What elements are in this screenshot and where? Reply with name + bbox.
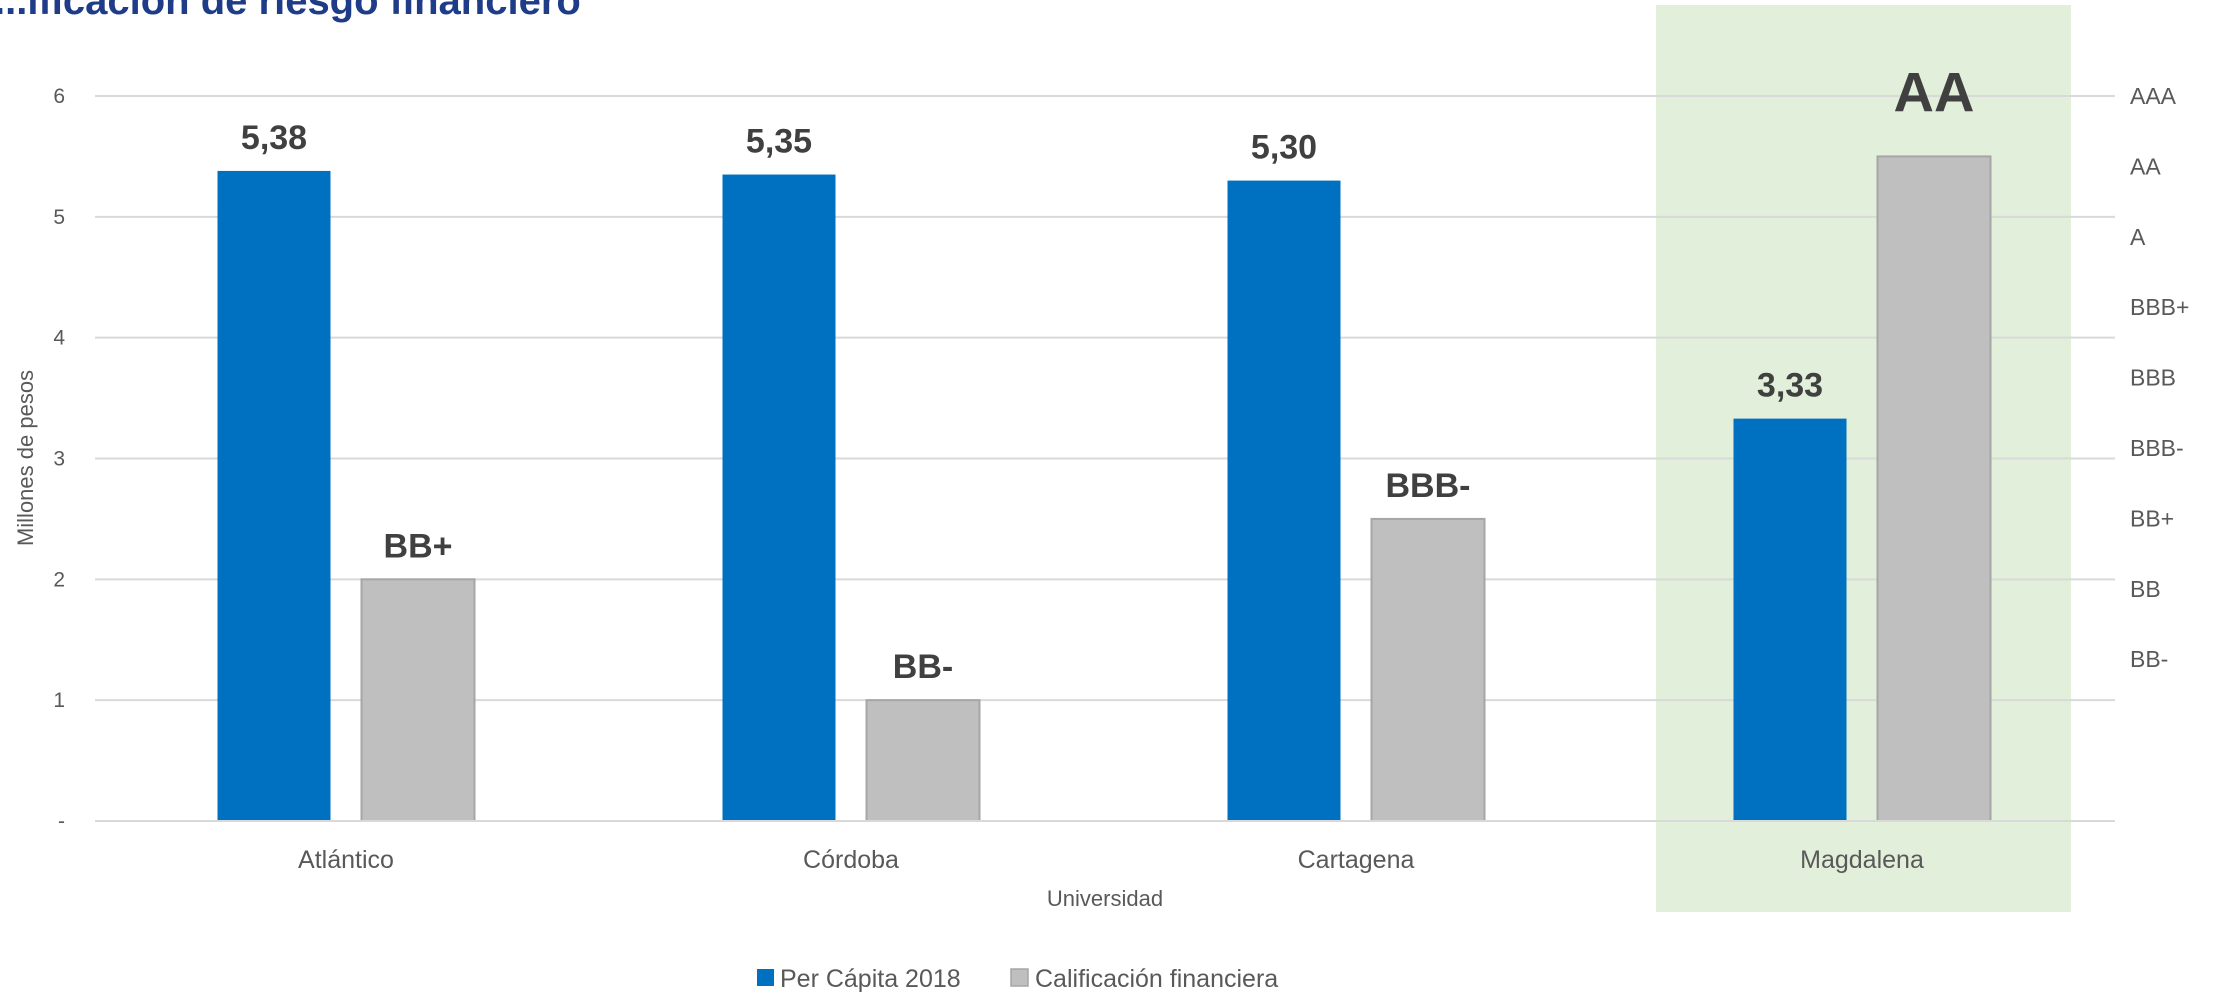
y-tick-label: 6 [53,85,65,108]
chart-title: ...ificación de riesgo financiero [0,0,581,23]
y2-tick-label: BB [2130,576,2161,602]
data-label: BB+ [384,527,453,565]
y-tick-label: 3 [53,448,65,471]
x-category-label: Cartagena [1298,846,1415,874]
y-tick-label: 1 [53,689,65,712]
y2-tick-label: BBB [2130,365,2176,391]
bar [1227,180,1341,822]
y-axis-title: Millones de pesos [13,370,38,546]
y2-tick-label: BBB- [2130,435,2184,461]
y-axis-ticks: - 1 2 3 4 5 6 [53,85,65,833]
bar [1370,517,1486,823]
y2-tick-label: BB- [2130,646,2168,672]
x-category-label: Atlántico [298,846,394,874]
legend-label-per-capita: Per Cápita 2018 [780,965,961,993]
bar [1733,418,1847,821]
x-axis-title: Universidad [1047,886,1163,911]
y-tick-label: - [58,810,65,833]
bars [217,155,1992,823]
y2-tick-label: AA [2130,153,2161,179]
y2-tick-label: BB+ [2130,505,2174,531]
bar [360,578,476,822]
data-label: 5,30 [1251,129,1317,167]
data-label: AA [1894,60,1975,123]
data-label: 5,38 [241,119,307,157]
y-tick-label: 4 [53,327,65,350]
x-axis-categories: Atlántico Córdoba Cartagena Magdalena [298,846,1924,874]
data-label: 5,35 [746,123,812,161]
data-label: BBB- [1386,467,1471,505]
legend-label-calificacion: Calificación financiera [1035,965,1278,993]
x-category-label: Magdalena [1800,846,1924,874]
legend-swatch-calificacion [1010,968,1029,987]
legend: Per Cápita 2018 Calificación financiera [757,965,1278,993]
data-label: BB- [893,648,953,686]
x-category-label: Córdoba [803,846,899,874]
y-tick-label: 2 [53,568,65,591]
bar [722,174,836,821]
bar [217,170,331,821]
y2-tick-label: AAA [2130,83,2177,109]
bar [1876,155,1992,822]
y-tick-label: 5 [53,206,65,229]
bar [865,699,981,823]
data-label: 3,33 [1757,367,1823,405]
data-labels: 5,38 BB+ 5,35 BB- 5,30 BBB- 3,33 AA [241,60,1975,686]
legend-swatch-per-capita [757,969,774,986]
y2-tick-label: A [2130,224,2146,250]
y2-tick-label: BBB+ [2130,294,2189,320]
